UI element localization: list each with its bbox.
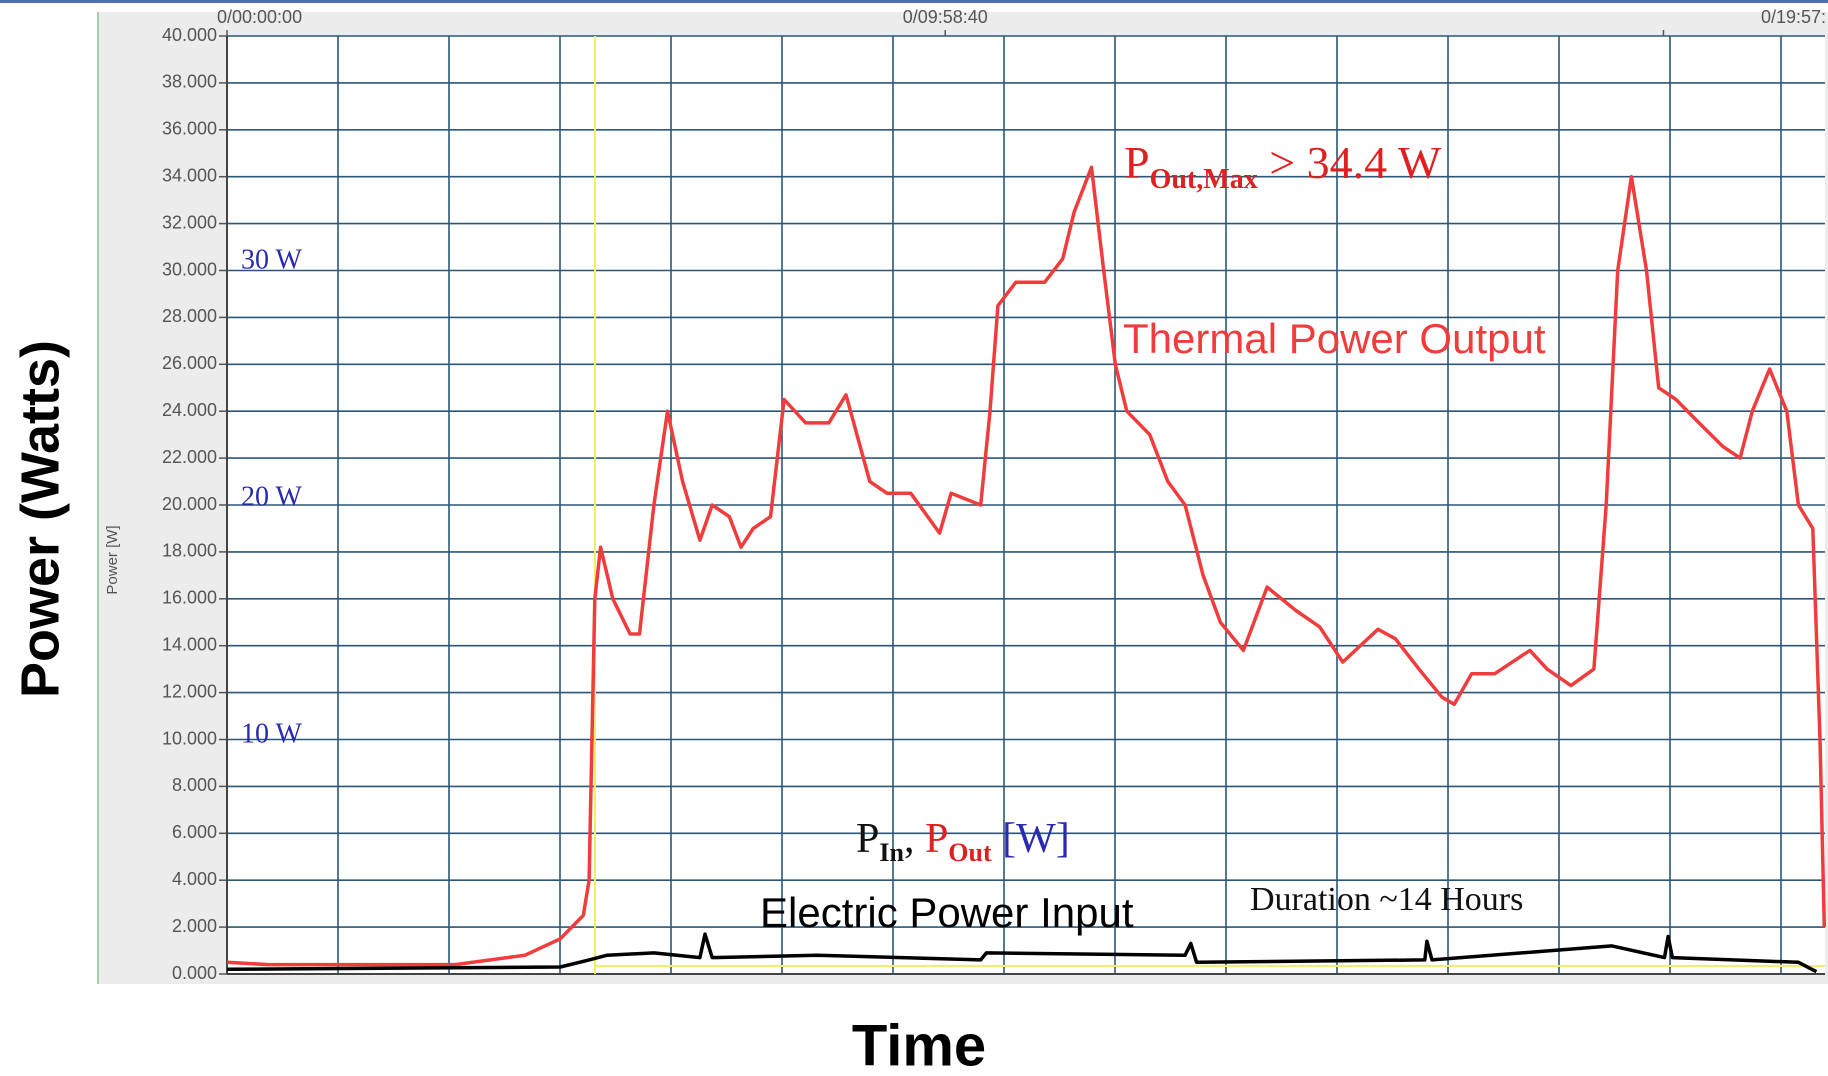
series-label: Electric Power Input bbox=[760, 889, 1134, 936]
y-tick-label: 2.000 bbox=[172, 916, 217, 936]
annotation: 10 W bbox=[241, 718, 302, 749]
x-title: Time bbox=[852, 1013, 986, 1076]
text-part: P bbox=[925, 816, 948, 862]
y-tick-label: 14.000 bbox=[162, 634, 217, 654]
y-tick-label: 6.000 bbox=[172, 822, 217, 842]
y-tick-label: 40.000 bbox=[162, 25, 217, 45]
x-tick-label: 0/19:57: bbox=[1761, 7, 1826, 27]
text-part: P bbox=[856, 816, 879, 862]
text-part: Out bbox=[948, 838, 992, 867]
text-part: [W] bbox=[992, 816, 1070, 862]
y-tick-label: 38.000 bbox=[162, 72, 217, 92]
x-tick-label: 0/00:00:00 bbox=[217, 7, 302, 27]
y-tick-label: 24.000 bbox=[162, 400, 217, 420]
y-tick-label: 34.000 bbox=[162, 165, 217, 185]
y-tick-label: 22.000 bbox=[162, 447, 217, 467]
text-part: Out,Max bbox=[1150, 164, 1258, 195]
annotation: 30 W bbox=[241, 244, 302, 275]
y-tick-label: 18.000 bbox=[162, 541, 217, 561]
y-tick-label: 26.000 bbox=[162, 353, 217, 373]
text-part: In bbox=[879, 838, 904, 867]
series-label: Thermal Power Output bbox=[1123, 315, 1546, 362]
unit-label: PIn, POut [W] bbox=[856, 816, 1070, 867]
max-label: POut,Max > 34.4 W bbox=[1124, 137, 1442, 195]
annotation: Duration ~14 Hours bbox=[1250, 881, 1523, 918]
inner-y-label: Power [W] bbox=[104, 525, 121, 594]
y-tick-label: 10.000 bbox=[162, 728, 217, 748]
y-tick-label: 30.000 bbox=[162, 259, 217, 279]
y-tick-label: 8.000 bbox=[172, 775, 217, 795]
text-part: , bbox=[904, 816, 925, 862]
y-tick-label: 0.000 bbox=[172, 963, 217, 983]
y-tick-label: 16.000 bbox=[162, 588, 217, 608]
series-line bbox=[226, 932, 1818, 974]
text-part: > 34.4 W bbox=[1258, 137, 1442, 188]
y-tick-label: 36.000 bbox=[162, 119, 217, 139]
text-part: P bbox=[1124, 137, 1150, 188]
series-line bbox=[226, 165, 1827, 967]
y-tick-label: 4.000 bbox=[172, 869, 217, 889]
top-border bbox=[0, 0, 1828, 3]
y-tick-label: 28.000 bbox=[162, 306, 217, 326]
y-tick-label: 20.000 bbox=[162, 494, 217, 514]
y-tick-label: 32.000 bbox=[162, 212, 217, 232]
y-tick-label: 12.000 bbox=[162, 681, 217, 701]
x-tick-label: 0/09:58:40 bbox=[903, 7, 988, 27]
annotation: 20 W bbox=[241, 481, 302, 512]
y-title: Power (Watts) bbox=[10, 340, 70, 698]
